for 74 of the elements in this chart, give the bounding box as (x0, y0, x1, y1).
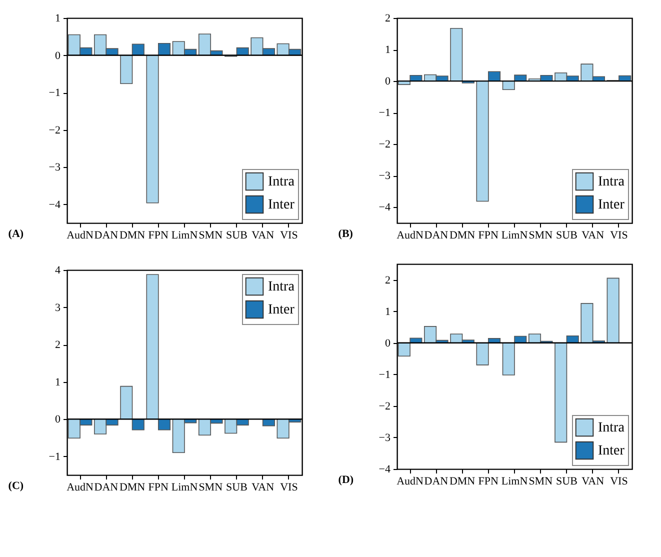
y-tick-label: 1 (55, 12, 60, 24)
y-tick-label: −1 (378, 107, 390, 120)
x-tick-label: SUB (556, 476, 578, 488)
text: (A) (8, 228, 24, 240)
y-tick-label: 0 (55, 414, 61, 426)
x-tick-label: FPN (148, 230, 169, 242)
x-tick-label: LimN (171, 482, 198, 494)
y-tick-label: −2 (378, 400, 390, 412)
y-tick-label: 2 (385, 274, 390, 286)
x-tick-label: LimN (171, 230, 198, 242)
y-tick-label: −3 (48, 162, 61, 174)
x-tick-label: DMN (449, 230, 476, 242)
y-tick-label: 2 (385, 12, 390, 24)
x-tick-label: FPN (148, 482, 169, 494)
x-tick-label: AudN (396, 230, 424, 242)
x-tick-label: VIS (280, 230, 298, 242)
legend-label: Inter (598, 198, 625, 212)
x-tick-label: DMN (119, 482, 146, 494)
x-tick-label: VAN (252, 230, 274, 242)
x-tick-label: DAN (94, 230, 118, 242)
x-tick-label: VAN (582, 230, 604, 242)
x-tick-label: AudN (66, 230, 94, 242)
legend-label: Inter (268, 198, 295, 212)
y-tick-label: −2 (48, 124, 60, 136)
x-tick-label: DAN (94, 482, 118, 494)
x-tick-label: DMN (449, 476, 476, 488)
legend-label: Intra (598, 174, 626, 190)
x-tick-label: FPN (478, 230, 499, 242)
x-tick-label: VAN (582, 476, 604, 488)
text: (C) (8, 480, 24, 492)
x-tick-label: SUB (556, 230, 578, 242)
y-tick-label: 1 (385, 44, 390, 56)
x-tick-label: LimN (501, 230, 528, 242)
y-tick-label: 0 (385, 76, 391, 88)
y-tick-label: 2 (55, 339, 60, 352)
y-tick-label: −1 (48, 450, 60, 463)
x-tick-label: SUB (226, 482, 248, 494)
y-tick-label: −3 (378, 432, 391, 444)
text: (B) (338, 228, 354, 240)
y-tick-label: −1 (378, 368, 390, 381)
x-tick-label: DMN (119, 230, 146, 242)
x-tick-label: VIS (280, 482, 298, 494)
text: (D) (338, 474, 354, 486)
x-tick-label: LimN (501, 476, 528, 488)
legend-label: Intra (598, 420, 626, 436)
y-tick-label: −1 (48, 87, 60, 100)
x-tick-label: SMN (198, 482, 223, 494)
x-tick-label: DAN (424, 230, 448, 242)
legend-label: Intra (268, 174, 296, 190)
x-tick-label: FPN (478, 476, 499, 488)
x-tick-label: VIS (610, 476, 628, 488)
x-tick-label: AudN (396, 476, 424, 488)
x-tick-label: VAN (252, 482, 274, 494)
y-tick-label: 3 (55, 302, 61, 314)
y-tick-label: 0 (385, 337, 391, 350)
y-tick-label: 1 (55, 376, 60, 388)
x-tick-label: SUB (226, 230, 248, 242)
legend-label: Intra (268, 280, 296, 294)
y-tick-label: 1 (385, 306, 390, 318)
x-tick-label: DAN (424, 476, 448, 488)
y-tick-label: −4 (378, 464, 391, 476)
y-tick-label: 4 (55, 264, 61, 276)
x-tick-label: SMN (528, 476, 553, 488)
x-tick-label: SMN (528, 230, 553, 242)
legend-label: Inter (268, 302, 295, 318)
y-tick-label: −4 (48, 198, 61, 211)
y-tick-label: 0 (55, 50, 61, 62)
x-tick-label: SMN (198, 230, 223, 242)
x-tick-label: VIS (610, 230, 628, 242)
y-tick-label: −4 (378, 202, 391, 214)
y-tick-label: −2 (378, 138, 390, 151)
x-tick-label: AudN (66, 482, 94, 494)
y-tick-label: −3 (378, 170, 391, 182)
legend-label: Inter (598, 444, 625, 458)
